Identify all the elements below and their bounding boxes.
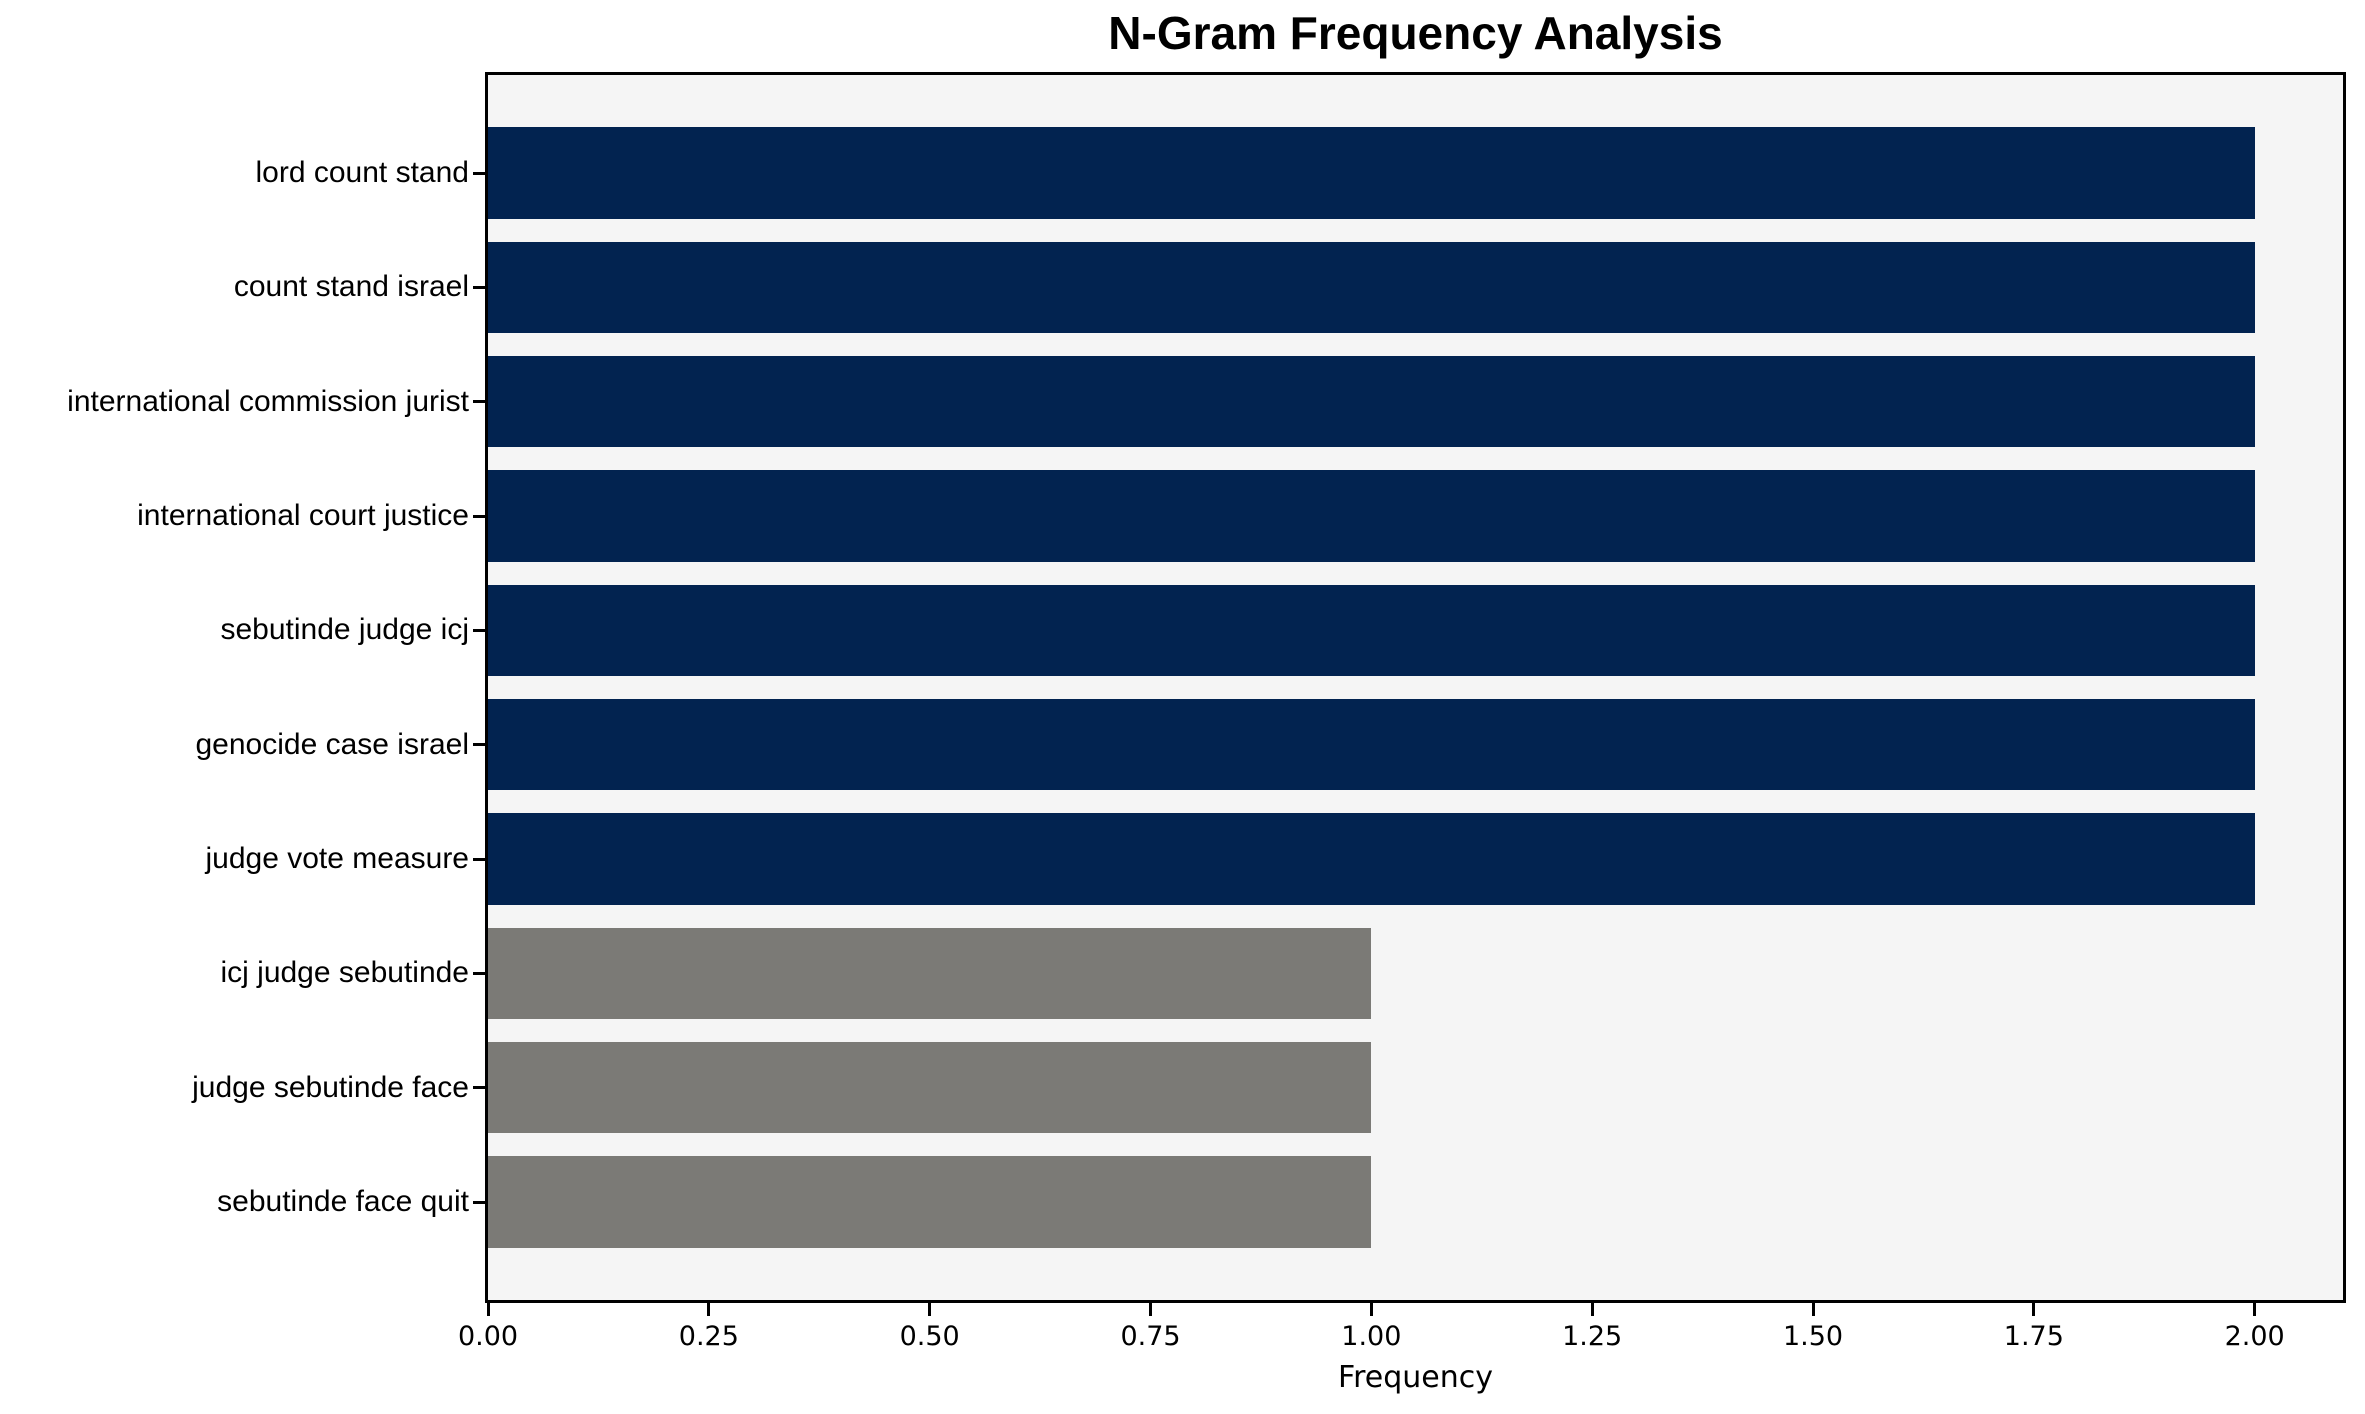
x-tick-label: 0.75 — [1120, 1321, 1181, 1352]
y-tick-label: sebutinde judge icj — [220, 613, 469, 647]
x-tick-mark — [707, 1303, 711, 1316]
y-tick-mark — [473, 1086, 485, 1090]
bar — [488, 813, 2255, 905]
x-tick-label: 0.25 — [678, 1321, 739, 1352]
y-tick-label: judge vote measure — [205, 842, 470, 875]
x-tick-label: 1.75 — [2003, 1321, 2064, 1352]
y-tick-mark — [473, 1200, 485, 1204]
bar — [488, 470, 2255, 562]
y-tick-label: count stand israel — [233, 270, 469, 304]
x-tick-label: 0.00 — [457, 1321, 519, 1352]
y-tick-mark — [473, 400, 485, 404]
x-tick-label: 1.25 — [1562, 1321, 1623, 1352]
x-tick-mark — [1369, 1303, 1373, 1316]
plot-area — [485, 72, 2346, 1303]
x-axis-title: Frequency — [1338, 1360, 1493, 1395]
bar — [488, 127, 2255, 219]
x-tick-mark — [1811, 1303, 1815, 1316]
bar — [488, 355, 2255, 448]
bar — [488, 1156, 1372, 1248]
y-tick-label: genocide case israel — [195, 727, 469, 761]
bar — [488, 698, 2255, 791]
x-tick-mark — [928, 1303, 932, 1316]
x-tick-mark — [1590, 1303, 1594, 1316]
bar — [488, 584, 2255, 677]
y-tick-label: icj judge sebutinde — [220, 956, 469, 990]
y-tick-label: judge sebutinde face — [192, 1070, 469, 1104]
y-tick-mark — [473, 628, 485, 632]
y-tick-mark — [473, 857, 485, 861]
bar — [488, 927, 1372, 1020]
bar — [488, 1041, 1372, 1134]
chart-title: N-Gram Frequency Analysis — [1108, 7, 1723, 59]
y-tick-mark — [473, 514, 485, 518]
y-tick-label: international court justice — [137, 499, 469, 532]
y-tick-label: sebutinde face quit — [217, 1185, 469, 1218]
y-tick-label: international commission jurist — [67, 384, 469, 418]
bar — [488, 241, 2255, 334]
y-tick-mark — [473, 743, 485, 747]
x-tick-label: 2.00 — [2224, 1321, 2285, 1352]
y-tick-mark — [473, 285, 485, 289]
x-tick-label: 1.50 — [1782, 1321, 1844, 1352]
x-tick-mark — [2032, 1303, 2036, 1316]
x-tick-mark — [486, 1303, 490, 1316]
y-tick-mark — [473, 971, 485, 975]
y-tick-label: lord count stand — [255, 156, 469, 189]
x-tick-mark — [2253, 1303, 2257, 1316]
x-tick-label: 0.50 — [899, 1321, 960, 1352]
x-tick-label: 1.00 — [1341, 1321, 1402, 1352]
y-tick-mark — [473, 171, 485, 175]
x-tick-mark — [1149, 1303, 1152, 1316]
